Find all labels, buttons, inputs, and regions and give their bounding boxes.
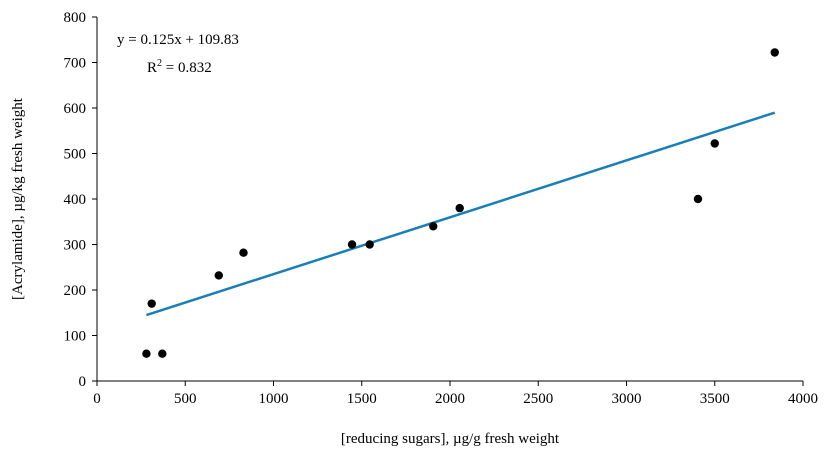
data-point xyxy=(142,349,151,358)
r-squared-exponent: 2 xyxy=(157,58,162,69)
x-tick-label: 500 xyxy=(174,391,197,407)
data-point xyxy=(147,299,156,308)
y-tick-label: 800 xyxy=(64,10,87,26)
x-tick-label: 4000 xyxy=(788,391,818,407)
x-tick-label: 1500 xyxy=(347,391,377,407)
data-point xyxy=(455,203,464,213)
r-squared-label: R2 = 0.832 xyxy=(147,58,212,76)
data-point xyxy=(239,248,248,257)
data-point xyxy=(347,240,357,249)
r-squared-prefix: R xyxy=(147,60,157,76)
trendline-group xyxy=(146,111,776,317)
y-tick-label: 500 xyxy=(64,147,87,163)
y-tick-label: 200 xyxy=(64,283,87,299)
data-point xyxy=(710,139,719,148)
data-point xyxy=(158,349,167,358)
x-axis-label: [reducing sugars], µg/g fresh weight xyxy=(341,431,560,447)
y-tick-label: 600 xyxy=(64,101,87,117)
x-tick-label: 0 xyxy=(93,391,101,407)
y-tick-label: 700 xyxy=(64,56,87,72)
data-point xyxy=(770,48,779,57)
y-tick-label: 100 xyxy=(64,329,87,345)
data-point xyxy=(429,222,438,231)
points-group xyxy=(142,48,779,358)
r-squared-value: = 0.832 xyxy=(162,60,212,76)
y-axis-label: [Acrylamide], µg/kg fresh weight xyxy=(10,97,26,300)
y-tick-label: 400 xyxy=(64,192,87,208)
trendline xyxy=(146,111,776,317)
y-tick-group: 0 100 200 300 400 500 600 700 800 xyxy=(64,10,97,390)
data-point xyxy=(693,194,703,204)
x-tick-label: 2000 xyxy=(435,391,465,407)
trendline-equation: y = 0.125x + 109.83 xyxy=(117,32,239,48)
x-tick-label: 2500 xyxy=(523,391,553,407)
x-tick-label: 3500 xyxy=(700,391,730,407)
x-tick-label: 1000 xyxy=(259,391,289,407)
y-tick-label: 0 xyxy=(79,374,87,390)
y-tick-label: 300 xyxy=(64,238,87,254)
data-point xyxy=(214,271,223,280)
x-tick-label: 3000 xyxy=(612,391,642,407)
x-tick-group: 0 500 1000 1500 2000 2500 3000 3500 4000 xyxy=(93,381,818,407)
data-point xyxy=(365,240,374,249)
